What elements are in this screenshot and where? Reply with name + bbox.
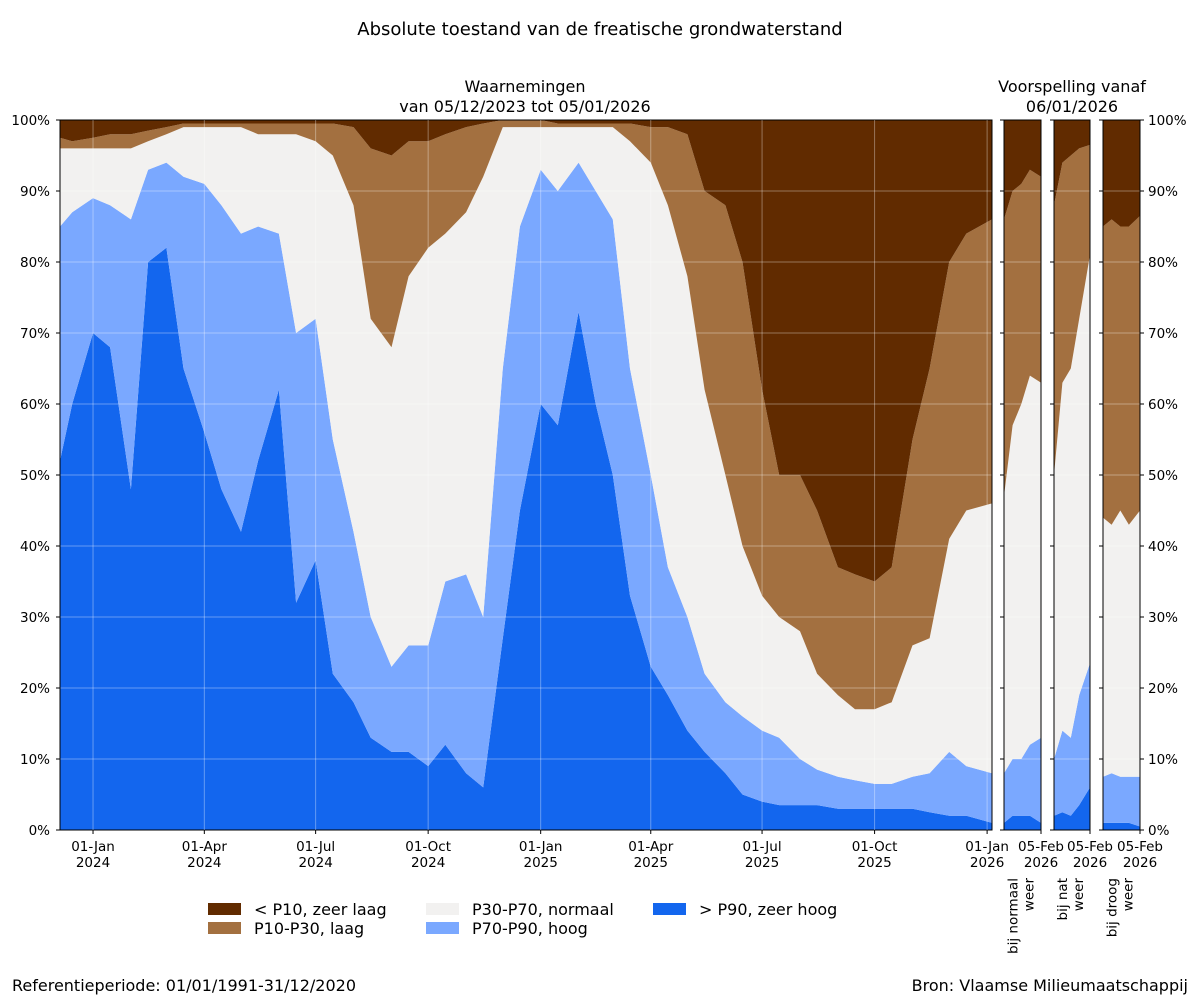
legend-swatch-gt_p90	[653, 903, 686, 915]
x-tick-year: 2024	[187, 855, 221, 871]
y-tick-label: 100%	[11, 113, 50, 129]
x-tick-year: 2024	[76, 855, 110, 871]
scenario-label: bij nat	[1055, 878, 1071, 920]
legend-label-p70_p90: P70-P90, hoog	[472, 919, 588, 938]
forecast-0-area-gt_p90	[1004, 815, 1041, 830]
x-tick-label: 01-Jul	[743, 839, 782, 855]
y-tick-label: 30%	[20, 610, 50, 626]
forecast-2-area-gt_p90	[1103, 822, 1140, 830]
forecast-1-area-lt_p10	[1054, 120, 1090, 206]
x-tick-label: 01-Jan	[71, 839, 115, 855]
forecast-1-area-gt_p90	[1054, 787, 1090, 830]
y-tick-label-right: 10%	[1148, 752, 1178, 768]
y-tick-label: 50%	[20, 468, 50, 484]
x-tick-year: 2025	[745, 855, 779, 871]
legend-label-p30_p70: P30-P70, normaal	[472, 900, 614, 919]
observed-area-gt_p90	[60, 247, 992, 831]
legend-swatch-p30_p70	[426, 903, 459, 915]
scenario-label-line2: weer	[1022, 878, 1038, 912]
forecast-x-tick-label: 05-Feb	[1018, 839, 1064, 855]
y-tick-label-right: 50%	[1148, 468, 1178, 484]
x-tick-label: 01-Jan	[965, 839, 1009, 855]
forecast-2-area-lt_p10	[1103, 120, 1140, 227]
reference-period: Referentieperiode: 01/01/1991-31/12/2020	[12, 976, 356, 995]
chart-title: Absolute toestand van de freatische gron…	[357, 19, 842, 40]
legend-swatch-lt_p10	[208, 903, 241, 915]
legend-label-gt_p90: > P90, zeer hoog	[699, 900, 837, 919]
y-tick-label-right: 70%	[1148, 326, 1178, 342]
x-tick-year: 2026	[970, 855, 1004, 871]
legend-swatch-p10_p30	[208, 922, 241, 934]
x-tick-year: 2025	[634, 855, 668, 871]
scenario-label: bij normaal	[1006, 878, 1022, 954]
forecast-2-area-p10_p30	[1103, 215, 1140, 525]
y-tick-label-right: 90%	[1148, 184, 1178, 200]
forecast-x-tick-year: 2026	[1123, 855, 1157, 871]
source-credit: Bron: Vlaamse Milieumaatschappij	[912, 976, 1188, 995]
legend-swatch-p70_p90	[426, 922, 459, 934]
y-tick-label: 0%	[29, 823, 51, 839]
forecast-0-area-p30_p70	[1004, 375, 1041, 774]
x-tick-label: 01-Jan	[519, 839, 563, 855]
y-tick-label: 40%	[20, 539, 50, 555]
scenario-label: bij droog	[1105, 878, 1121, 937]
x-tick-label: 01-Oct	[852, 839, 898, 855]
x-tick-label: 01-Apr	[628, 839, 674, 855]
observed-area-p70_p90	[60, 162, 992, 823]
scenario-label-line2: weer	[1071, 878, 1087, 912]
observed-area-p10_p30	[60, 120, 992, 710]
y-tick-label-right: 20%	[1148, 681, 1178, 697]
forecast-title-line1: Voorspelling vanaf	[998, 77, 1146, 96]
forecast-2-area-p30_p70	[1103, 510, 1140, 777]
scenario-label-line2: weer	[1121, 878, 1137, 912]
y-tick-label-right: 80%	[1148, 255, 1178, 271]
forecast-2-area-p70_p90	[1103, 773, 1140, 827]
observed-title-line2: van 05/12/2023 tot 05/01/2026	[399, 97, 650, 116]
x-tick-year: 2024	[298, 855, 332, 871]
forecast-x-tick-year: 2026	[1073, 855, 1107, 871]
y-tick-label: 20%	[20, 681, 50, 697]
x-tick-label: 01-Oct	[405, 839, 451, 855]
y-tick-label: 10%	[20, 752, 50, 768]
forecast-1-area-p10_p30	[1054, 144, 1090, 475]
forecast-x-tick-year: 2026	[1024, 855, 1058, 871]
y-tick-label-right: 0%	[1148, 823, 1170, 839]
forecast-title-line2: 06/01/2026	[1026, 97, 1118, 116]
x-tick-year: 2025	[857, 855, 891, 871]
legend-label-p10_p30: P10-P30, laag	[254, 919, 364, 938]
y-tick-label-right: 60%	[1148, 397, 1178, 413]
y-tick-label: 90%	[20, 184, 50, 200]
x-tick-year: 2025	[523, 855, 557, 871]
y-tick-label: 80%	[20, 255, 50, 271]
forecast-x-tick-label: 05-Feb	[1067, 839, 1113, 855]
y-tick-label: 70%	[20, 326, 50, 342]
plot-areas: 01-Jan202401-Apr202401-Jul202401-Oct2024…	[11, 113, 1186, 954]
forecast-1-area-p70_p90	[1054, 663, 1090, 816]
forecast-1-area-p30_p70	[1054, 254, 1090, 759]
y-tick-label-right: 100%	[1148, 113, 1187, 129]
x-tick-label: 01-Jul	[296, 839, 335, 855]
y-tick-label-right: 40%	[1148, 539, 1178, 555]
y-tick-label: 60%	[20, 397, 50, 413]
observed-title-line1: Waarnemingen	[465, 77, 586, 96]
observed-area-p30_p70	[60, 127, 992, 784]
x-tick-year: 2024	[411, 855, 445, 871]
forecast-x-tick-label: 05-Feb	[1117, 839, 1163, 855]
forecast-0-area-p10_p30	[1004, 169, 1041, 497]
legend-label-lt_p10: < P10, zeer laag	[254, 900, 387, 919]
forecast-0-area-lt_p10	[1004, 120, 1041, 220]
observed-area-lt_p10	[60, 120, 992, 582]
x-tick-label: 01-Apr	[182, 839, 228, 855]
y-tick-label-right: 30%	[1148, 610, 1178, 626]
